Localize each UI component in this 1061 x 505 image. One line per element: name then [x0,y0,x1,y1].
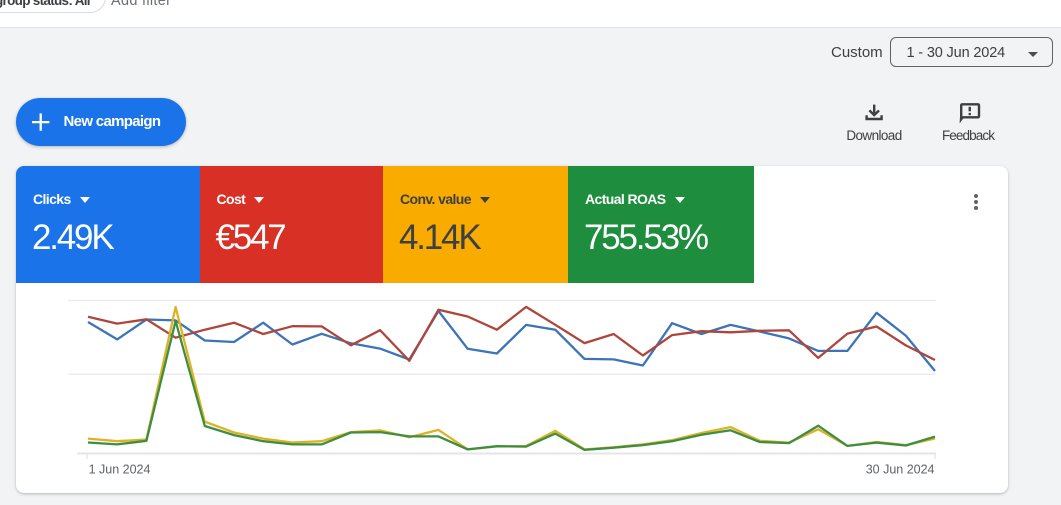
svg-text:1 Jun 2024: 1 Jun 2024 [89,463,151,477]
svg-text:30 Jun 2024: 30 Jun 2024 [866,463,935,477]
